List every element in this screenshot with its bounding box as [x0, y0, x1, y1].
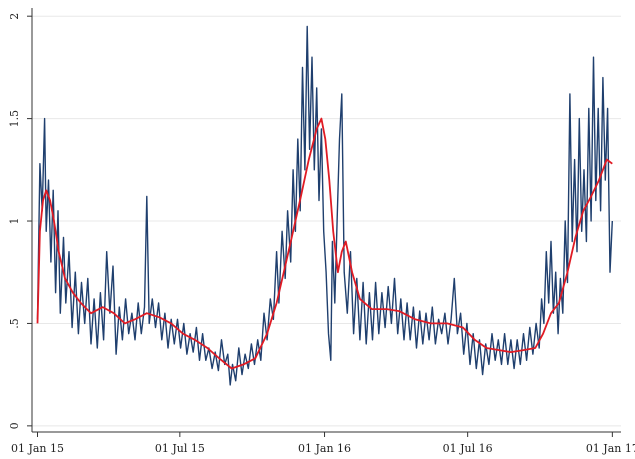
x-tick-label-2: 01 Jan 16: [298, 442, 351, 455]
y-tick-label-3: 1.5: [8, 110, 21, 128]
y-axis-ticks: 0 .5 1 1.5 2: [8, 13, 32, 429]
x-tick-label-4: 01 Jan 17: [586, 442, 635, 455]
y-tick-label-1: .5: [8, 318, 21, 329]
x-tick-label-0: 01 Jan 15: [11, 442, 64, 455]
x-tick-label-3: 01 Jul 16: [443, 442, 493, 455]
x-axis-ticks: 01 Jan 15 01 Jul 15 01 Jan 16 01 Jul 16 01 J…: [11, 432, 635, 455]
y-tick-label-0: 0: [8, 422, 21, 429]
series-line-1: [36, 117, 613, 370]
y-tick-label-4: 2: [8, 13, 21, 20]
series-line-0: [36, 25, 613, 386]
x-tick-label-1: 01 Jul 15: [155, 442, 205, 455]
axes: [31, 8, 621, 433]
gridlines: [32, 15, 621, 427]
y-tick-label-2: 1: [8, 218, 21, 225]
series-layer: [36, 25, 613, 386]
